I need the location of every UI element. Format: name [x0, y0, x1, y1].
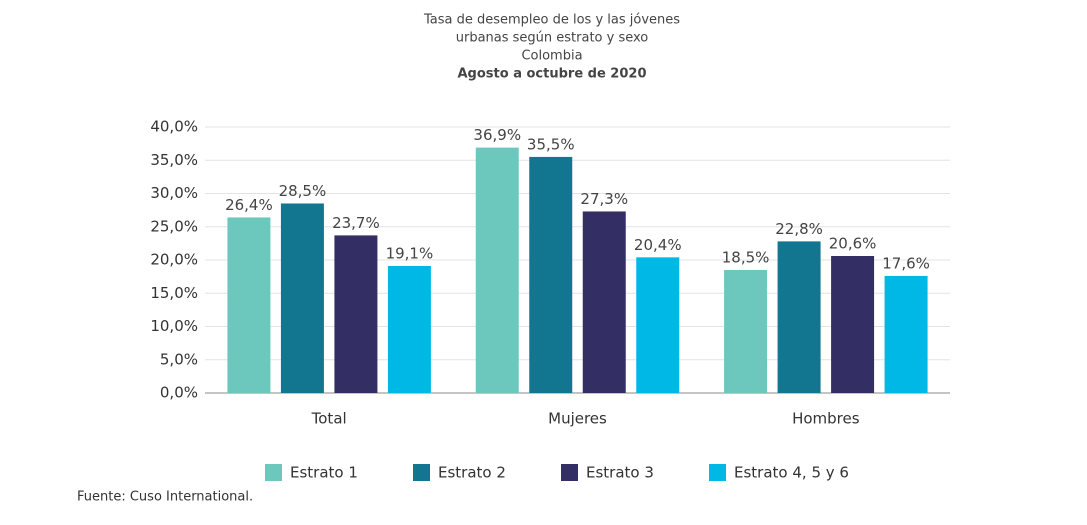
y-tick-label: 30,0%	[150, 184, 198, 202]
y-tick-label: 35,0%	[150, 151, 198, 169]
legend-swatch	[709, 464, 726, 481]
y-tick-label: 25,0%	[150, 217, 198, 235]
value-label: 26,4%	[225, 196, 273, 214]
legend-label: Estrato 1	[290, 464, 358, 482]
legend-label: Estrato 4, 5 y 6	[734, 464, 849, 482]
bar	[280, 203, 324, 393]
legend-swatch	[561, 464, 578, 481]
value-label: 17,6%	[882, 254, 930, 272]
y-tick-label: 40,0%	[150, 118, 198, 136]
chart-title: Tasa de desempleo de los y las jóvenes	[423, 13, 680, 28]
x-tick-label: Hombres	[792, 410, 860, 428]
bar	[582, 211, 626, 393]
bar	[387, 265, 431, 393]
chart-title: Colombia	[521, 49, 582, 64]
value-label: 20,6%	[829, 235, 877, 253]
value-label: 23,7%	[332, 214, 380, 232]
value-label: 19,1%	[386, 244, 434, 262]
bar	[884, 275, 928, 393]
value-label: 28,5%	[279, 182, 327, 200]
bar	[529, 156, 573, 393]
bar	[724, 269, 768, 393]
bar	[475, 147, 519, 393]
y-tick-label: 10,0%	[150, 317, 198, 335]
source: Fuente: Cuso International.	[77, 490, 253, 505]
bar	[831, 256, 875, 393]
legend-label: Estrato 2	[438, 464, 506, 482]
value-label: 20,4%	[634, 236, 682, 254]
value-label: 22,8%	[775, 220, 823, 238]
chart-subtitle: Agosto a octubre de 2020	[457, 67, 646, 82]
value-label: 27,3%	[580, 190, 628, 208]
y-tick-label: 20,0%	[150, 251, 198, 269]
chart-title: urbanas según estrato y sexo	[456, 31, 649, 46]
legend-swatch	[413, 464, 430, 481]
value-label: 35,5%	[527, 135, 575, 153]
bar	[334, 235, 378, 393]
bar	[227, 217, 271, 393]
bar	[636, 257, 680, 393]
legend-label: Estrato 3	[586, 464, 654, 482]
y-tick-label: 15,0%	[150, 284, 198, 302]
x-tick-label: Mujeres	[548, 410, 607, 428]
x-tick-label: Total	[311, 410, 347, 428]
y-tick-label: 0,0%	[160, 384, 198, 402]
value-label: 18,5%	[722, 248, 770, 266]
value-label: 36,9%	[473, 126, 521, 144]
legend-swatch	[265, 464, 282, 481]
bar	[777, 241, 821, 393]
y-tick-label: 5,0%	[160, 350, 198, 368]
